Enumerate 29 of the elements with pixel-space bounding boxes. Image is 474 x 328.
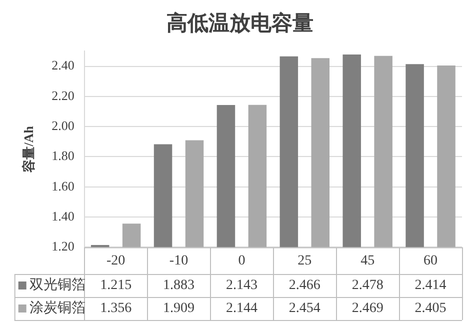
y-tick-label: 1.40 — [52, 208, 74, 224]
legend-label: 涂炭铜箔 — [29, 300, 86, 316]
y-tick-label: 1.80 — [52, 148, 74, 164]
data-label: 1.356 — [100, 301, 132, 316]
x-tick-label: -20 — [106, 253, 126, 268]
data-label: 2.454 — [288, 301, 320, 316]
data-label: 2.414 — [414, 278, 446, 294]
chart-title: 高低温放电容量 — [166, 11, 314, 36]
x-tick-label: 25 — [298, 253, 312, 268]
legend-label: 双光铜箔 — [29, 277, 86, 294]
y-tick-label: 2.00 — [52, 118, 74, 134]
x-tick-label: 45 — [360, 253, 375, 268]
x-tick-label: 60 — [424, 253, 438, 268]
data-label: 1.909 — [163, 301, 195, 316]
y-tick-label: 2.40 — [52, 58, 74, 73]
x-tick-label: 0 — [238, 253, 246, 268]
data-label: 1.883 — [163, 278, 195, 294]
data-label: 2.466 — [288, 278, 320, 294]
y-axis-title: 容量/Ah — [21, 125, 36, 174]
data-label: 2.469 — [352, 301, 384, 316]
y-tick-label: 2.20 — [52, 88, 74, 103]
data-label: 2.405 — [414, 301, 446, 316]
x-tick-label: -10 — [169, 253, 188, 268]
data-label: 2.143 — [226, 278, 258, 294]
y-tick-label: 1.60 — [52, 178, 74, 194]
y-tick-label: 1.20 — [52, 238, 74, 254]
data-label: 2.144 — [226, 301, 258, 316]
data-label: 1.215 — [100, 278, 132, 294]
data-label: 2.478 — [352, 278, 384, 294]
